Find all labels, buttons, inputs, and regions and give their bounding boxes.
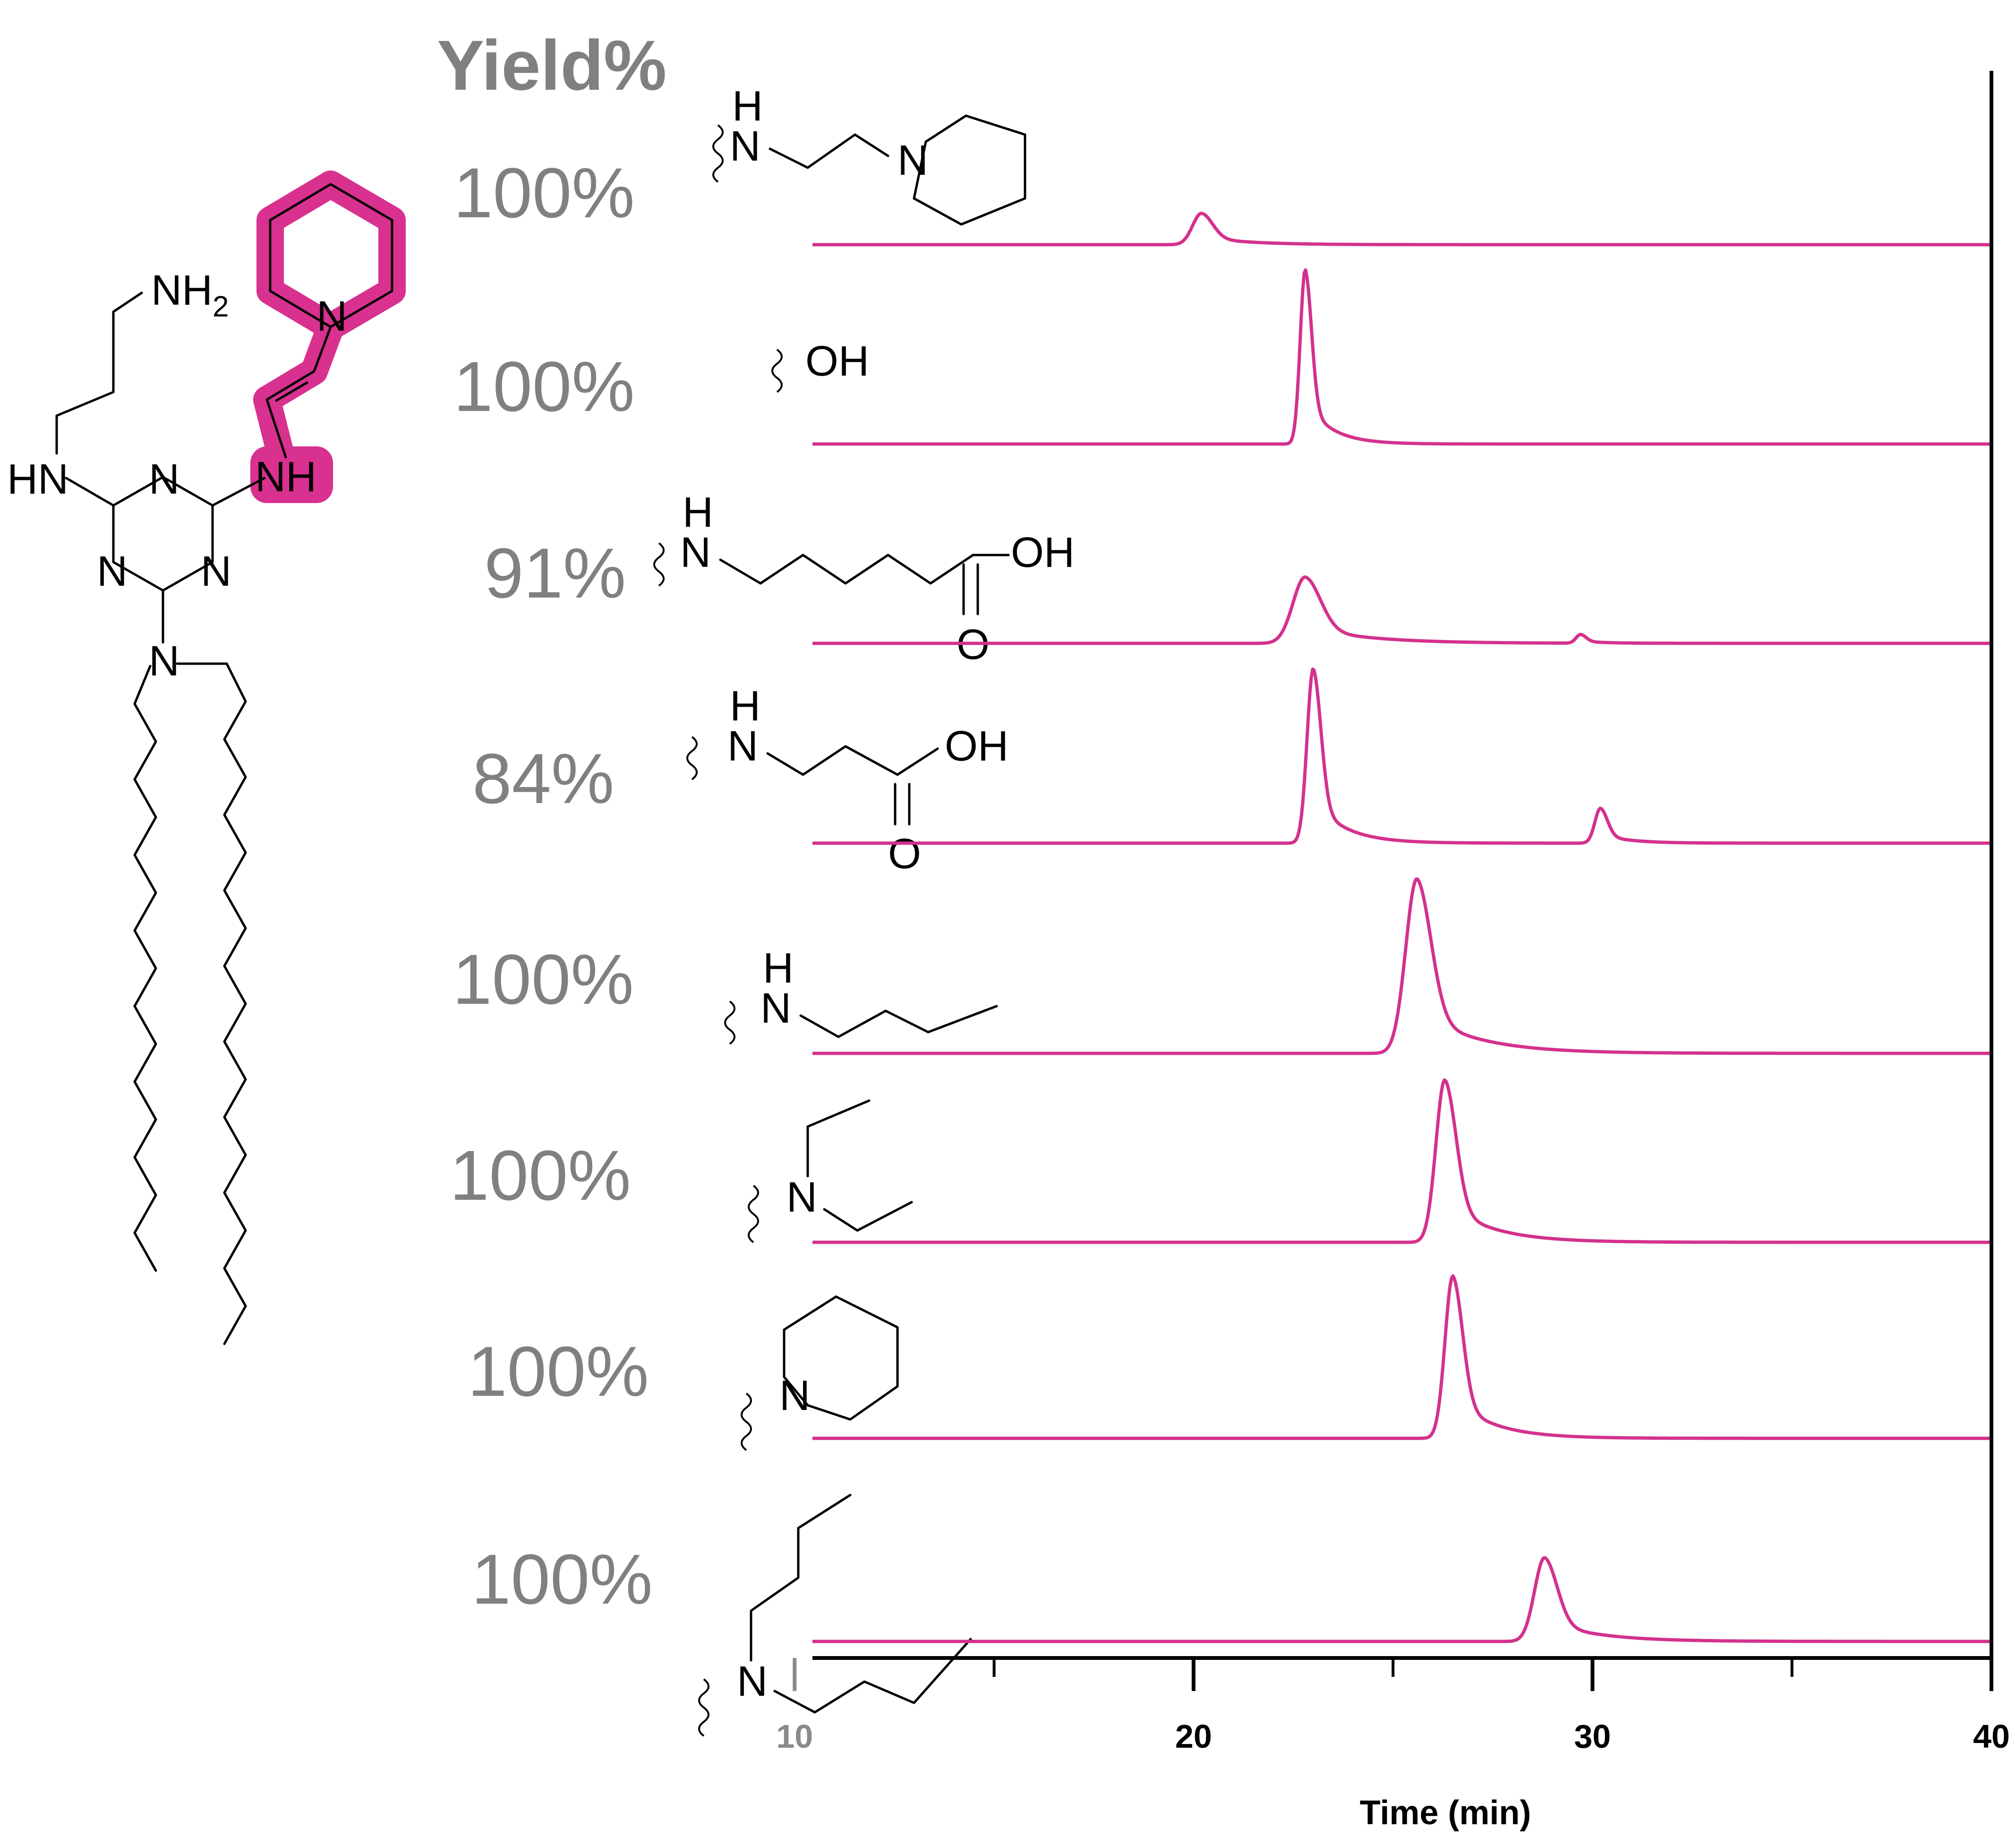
- chromatogram-trace-6: [812, 1078, 1992, 1244]
- chromatogram-trace-7: [812, 1274, 1992, 1440]
- atom-n: N: [779, 1372, 810, 1419]
- atom-n: N: [737, 1658, 768, 1705]
- atom-n: N: [897, 137, 928, 184]
- x-axis-title: Time (min): [1360, 1794, 1531, 1832]
- plot-area: 10 20 30 40 Time (min): [776, 71, 2010, 1832]
- atom-oh: OH: [1011, 529, 1075, 576]
- yield-value: 100%: [453, 347, 635, 426]
- yield-value: 100%: [453, 153, 635, 232]
- x-tick-label: 30: [1574, 1718, 1611, 1755]
- core-nh2-subscript: 2: [213, 291, 229, 323]
- chromatogram-trace-4: [812, 667, 1992, 845]
- chromatogram-trace-3: [812, 575, 1992, 645]
- atom-n: N: [786, 1174, 817, 1221]
- substituent-8: N: [698, 1494, 972, 1737]
- substituent-7: N: [741, 1295, 899, 1451]
- atom-n: N: [727, 723, 758, 770]
- atom-oh: OH: [805, 338, 869, 385]
- chromatogram-trace-5: [812, 877, 1992, 1055]
- atom-n: N: [680, 529, 711, 576]
- x-tick-label: 40: [1973, 1718, 2010, 1755]
- x-axis-ticks: 10 20 30 40: [776, 1658, 2010, 1755]
- atom-h: H: [730, 683, 760, 730]
- yield-value: 100%: [468, 1332, 649, 1411]
- substituent-1: H N N: [712, 83, 1026, 226]
- atom-h: H: [763, 945, 794, 992]
- core-n-top: N: [149, 456, 179, 503]
- core-n-right: N: [201, 548, 231, 595]
- core-n-left: N: [97, 548, 128, 595]
- atom-o: O: [888, 830, 921, 878]
- chromatogram-traces: [812, 212, 1992, 1643]
- chromatogram-trace-1: [812, 212, 1992, 247]
- substituent-6: N: [748, 1099, 913, 1243]
- x-tick-label: 10: [776, 1718, 813, 1755]
- yield-value: 100%: [471, 1539, 653, 1619]
- x-tick-label: 20: [1175, 1718, 1212, 1755]
- core-n-amine: N: [149, 638, 179, 685]
- yield-value: 84%: [472, 739, 614, 818]
- atom-n: N: [730, 123, 760, 170]
- yield-values: 100% 100% 91% 84% 100% 100% 100% 100%: [450, 153, 653, 1619]
- substituent-5: H N: [724, 945, 998, 1045]
- substituent-4: H N OH O: [686, 683, 1008, 878]
- atom-oh: OH: [945, 723, 1008, 770]
- substituent-2: OH: [771, 338, 869, 393]
- atom-h: H: [732, 83, 763, 130]
- atom-n: N: [760, 985, 791, 1032]
- core-nh2: NH: [151, 267, 213, 314]
- chromatogram-trace-8: [812, 1556, 1992, 1643]
- yield-value: 100%: [450, 1136, 631, 1215]
- core-hn: HN: [7, 456, 68, 503]
- yield-value: 100%: [453, 940, 634, 1019]
- core-structure: NH 2 HN N N N N NH N: [7, 171, 406, 1345]
- atom-h: H: [683, 489, 713, 536]
- yield-header: Yield%: [437, 26, 666, 105]
- substituent-3: H N OH O: [653, 489, 1075, 668]
- core-n-piperidine: N: [316, 293, 347, 340]
- chromatogram-trace-2: [812, 268, 1992, 446]
- substituent-structures: H N N OH H N OH O H N: [653, 83, 1075, 1737]
- core-nh-highlighted: NH: [255, 453, 316, 501]
- yield-value: 91%: [484, 533, 626, 613]
